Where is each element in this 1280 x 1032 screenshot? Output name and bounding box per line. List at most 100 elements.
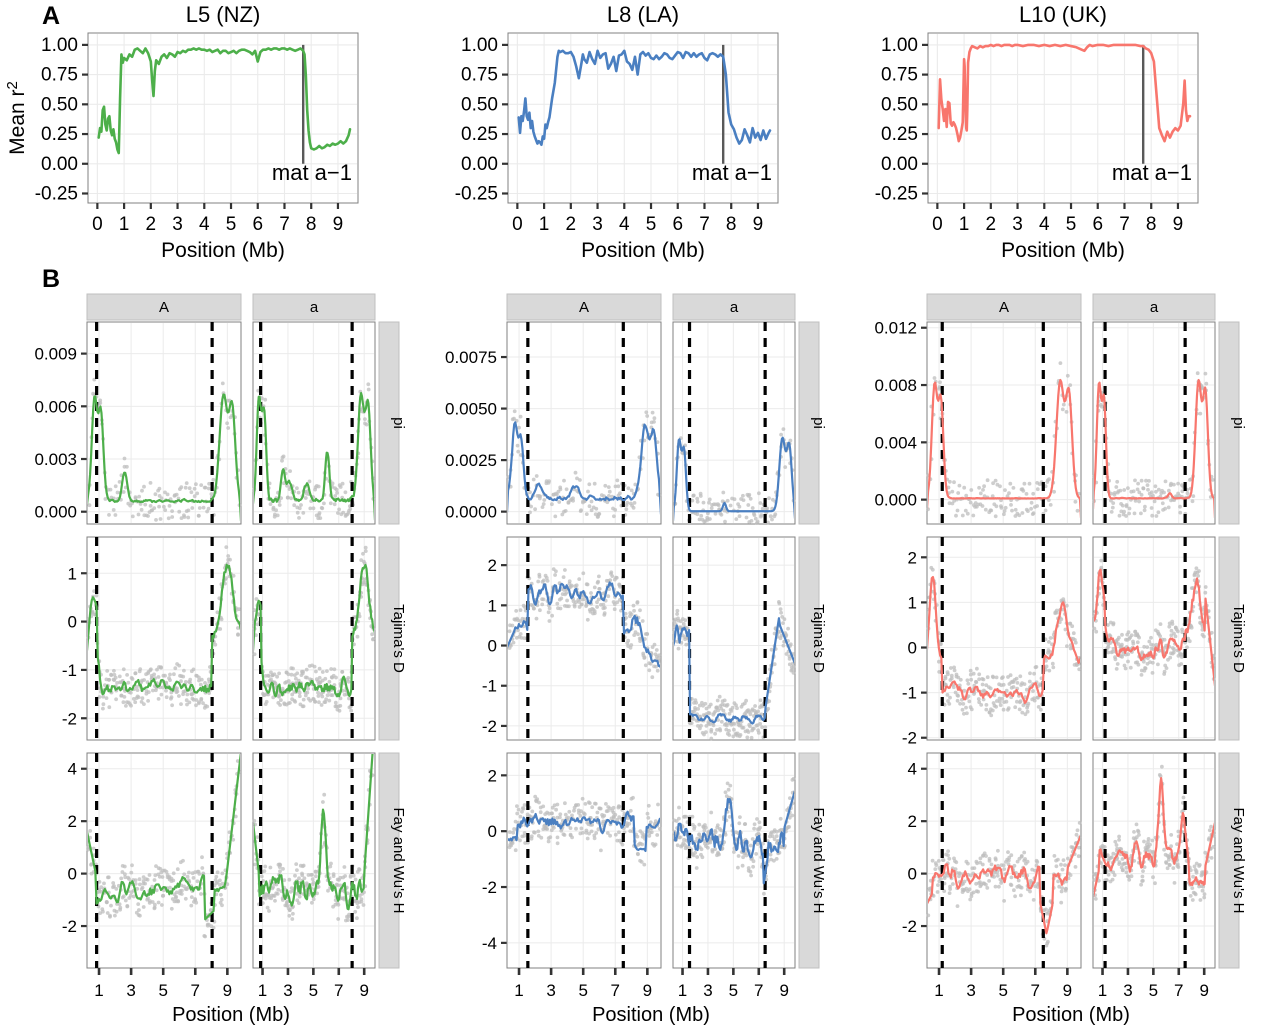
scatter-point: [1148, 842, 1152, 847]
scatter-point: [507, 830, 512, 834]
scatter-point: [279, 496, 283, 500]
scatter-point: [137, 908, 141, 912]
x-tick-label: 3: [703, 981, 712, 1000]
scatter-point: [1135, 640, 1140, 645]
scatter-point: [787, 662, 792, 667]
scatter-point: [529, 836, 534, 841]
scatter-point: [1022, 682, 1027, 686]
scatter-point: [1118, 488, 1123, 493]
x-tick-label: 7: [334, 981, 343, 1000]
scatter-point: [589, 829, 594, 834]
scatter-point: [572, 487, 577, 492]
scatter-point: [1202, 895, 1207, 900]
scatter-point: [148, 481, 153, 485]
scatter-point: [707, 497, 712, 502]
scatter-point: [652, 420, 656, 424]
scatter-point: [88, 829, 93, 833]
scatter-point: [97, 695, 102, 699]
scatter-point: [1018, 674, 1023, 679]
scatter-point: [1120, 868, 1125, 873]
scatter-point: [699, 847, 704, 852]
scatter-point: [1195, 371, 1200, 376]
scatter-point: [652, 642, 657, 647]
plot-border: [252, 752, 376, 969]
scatter-point: [218, 878, 222, 883]
scatter-point: [708, 702, 713, 707]
scatter-point: [608, 833, 612, 838]
scatter-point: [589, 591, 593, 595]
scatter-point: [641, 651, 646, 656]
scatter-point: [1064, 410, 1069, 414]
scatter-point: [563, 801, 567, 806]
facet-strip-right: Fay and Wu's H: [798, 752, 827, 969]
scatter-point: [100, 907, 105, 912]
scatter-point: [1194, 590, 1199, 595]
scatter-point: [363, 417, 367, 421]
scatter-point: [1048, 650, 1053, 654]
scatter-point: [346, 918, 350, 922]
scatter-point: [995, 873, 1000, 878]
scatter-point: [1122, 488, 1127, 492]
scatter-point: [978, 491, 983, 496]
scatter-point: [1172, 881, 1177, 885]
facet-strip-right: pi: [378, 321, 407, 525]
panelB-subplot: [252, 536, 376, 741]
scatter-point: [1132, 830, 1136, 834]
scatter-point: [998, 703, 1003, 707]
scatter-point: [137, 494, 142, 499]
scatter-point: [788, 796, 792, 800]
scatter-point: [693, 850, 698, 855]
scatter-point: [550, 502, 554, 507]
scatter-point: [1061, 402, 1066, 407]
scatter-point: [685, 626, 690, 631]
scatter-point: [731, 734, 736, 739]
scatter-point: [274, 508, 278, 513]
scatter-point: [531, 477, 536, 482]
scatter-point: [734, 517, 739, 521]
scatter-point: [175, 689, 180, 694]
scatter-point: [507, 629, 512, 634]
scatter-point: [1017, 513, 1022, 518]
y-tick-label: 0.004: [874, 433, 917, 452]
scatter-point: [281, 481, 286, 486]
scatter-point: [786, 626, 790, 631]
scatter-point: [645, 811, 650, 816]
scatter-point: [181, 858, 185, 863]
scatter-point: [1117, 513, 1122, 518]
scatter-point: [749, 873, 753, 878]
scatter-point: [996, 863, 1000, 868]
scatter-point: [1004, 688, 1009, 693]
scatter-point: [337, 507, 341, 512]
scatter-point: [190, 506, 195, 510]
x-tick-label: 4: [1039, 214, 1050, 235]
scatter-point: [253, 822, 257, 827]
scatter-point: [755, 842, 760, 846]
scatter-point: [194, 900, 199, 905]
strip-bg: [378, 536, 400, 741]
scatter-point: [697, 822, 702, 827]
scatter-point: [142, 678, 147, 682]
scatter-point: [569, 583, 574, 588]
scatter-point: [1013, 894, 1017, 899]
scatter-point: [181, 674, 186, 679]
scatter-point: [586, 489, 590, 494]
x-axis-title: Position (Mb): [592, 1004, 710, 1026]
x-tick-label: 5: [729, 981, 738, 1000]
scatter-point: [157, 874, 162, 879]
scatter-point: [297, 876, 301, 881]
scatter-point: [329, 861, 333, 866]
scatter-point: [746, 866, 751, 870]
scatter-point: [205, 704, 210, 709]
scatter-point: [548, 835, 553, 840]
scatter-point: [532, 830, 536, 835]
scatter-point: [695, 496, 700, 501]
scatter-point: [282, 878, 287, 883]
scatter-point: [993, 884, 998, 889]
scatter-point: [1126, 486, 1130, 490]
scatter-point: [939, 641, 943, 646]
scatter-point: [103, 497, 108, 501]
scatter-point: [709, 810, 714, 815]
scatter-point: [338, 883, 343, 888]
scatter-point: [175, 867, 180, 872]
scatter-point: [719, 828, 724, 833]
